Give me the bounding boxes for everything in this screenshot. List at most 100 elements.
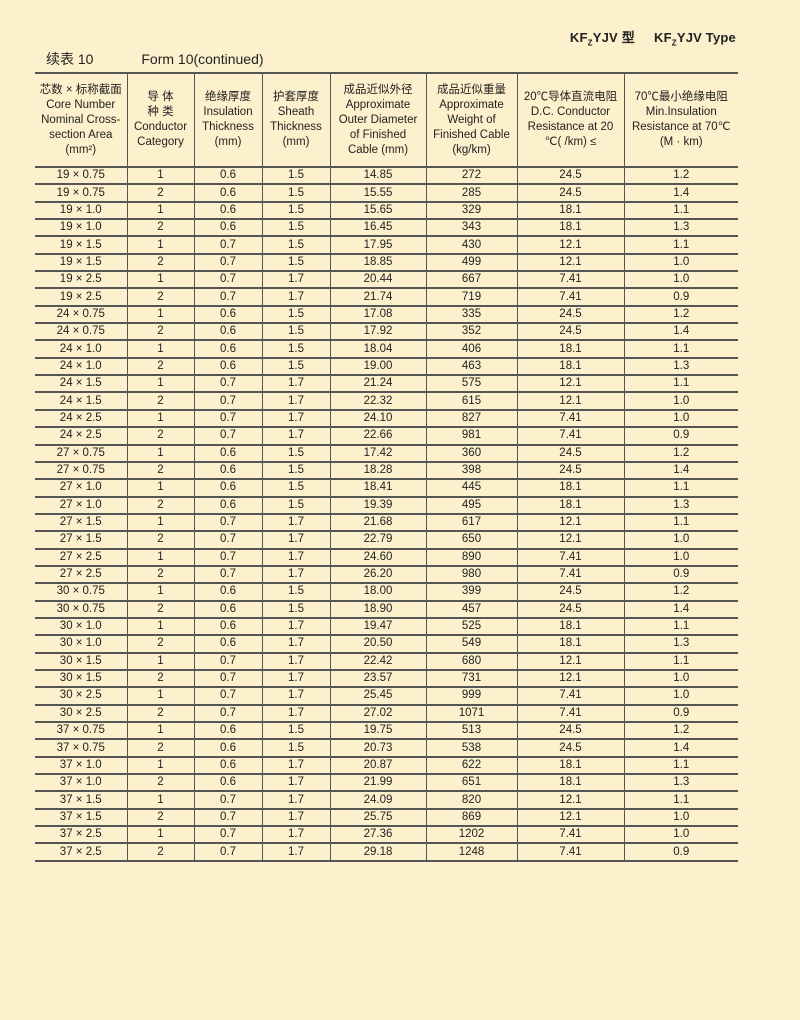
table-cell: 1.7 (261, 843, 330, 861)
table-row: 37 × 0.75 2 0.6 1.5 20.73 538 24.5 1.4 (35, 739, 738, 757)
table-cell: 667 (425, 271, 517, 289)
table-cell: 15.65 (329, 201, 426, 220)
table-cell: 26.20 (329, 565, 426, 584)
table-cell: 1.7 (261, 774, 330, 792)
table-cell: 18.1 (516, 756, 624, 775)
table-cell: 2 (126, 427, 194, 445)
table-cell: 549 (425, 635, 517, 653)
table-cell: 0.6 (193, 357, 262, 376)
table-cell: 2 (126, 288, 194, 306)
table-cell: 1.5 (261, 253, 330, 272)
table-cell: 24.5 (516, 167, 624, 185)
column-header: 成品近似外径 Approximate Outer Diameter of Finish… (329, 73, 426, 167)
table-cell: 0.6 (193, 323, 262, 341)
column-header-line: of Finished (349, 128, 407, 141)
table-cell: 0.6 (193, 479, 262, 497)
table-cell: 17.95 (329, 236, 426, 254)
column-header-line: 成品近似外径 (343, 83, 413, 96)
column-header-line: Finished Cable (433, 128, 510, 141)
table-cell: 651 (425, 774, 517, 792)
table-body: 19 × 0.75 1 0.6 1.5 14.85 272 24.5 1.2 19 × 0.75… (35, 167, 738, 861)
table-row: 24 × 1.0 1 0.6 1.5 18.04 406 18.1 1.1 (35, 340, 738, 358)
column-header: 70℃最小绝缘电阻 Min.Insulation Resistance at 70℃… (623, 73, 738, 167)
table-cell: 272 (425, 167, 517, 185)
table-cell: 17.92 (329, 323, 426, 341)
table-cell: 1.0 (623, 548, 738, 566)
table-cell: 0.7 (193, 808, 262, 827)
column-header-line: 70℃最小绝缘电阻 (634, 91, 728, 103)
table-cell: 0.7 (193, 253, 262, 272)
table-cell: 1.7 (261, 427, 330, 445)
table-cell: 37 × 1.5 (59, 810, 102, 823)
table-cell: 0.9 (623, 565, 738, 584)
table-cell: 22.66 (329, 427, 426, 445)
column-header-line: 护套厚度 (273, 91, 319, 103)
column-header: 护套厚度 Sheath Thickness (mm) (261, 73, 330, 167)
table-cell: 30 × 1.0 (59, 637, 102, 650)
table-cell: 2 (126, 357, 194, 376)
table-cell: 0.7 (193, 375, 262, 393)
table-cell: 30 × 2.5 (59, 689, 102, 702)
table-cell: 1 (126, 236, 194, 254)
table-cell: 37 × 1.5 (59, 793, 102, 806)
table-cell: 18.04 (329, 340, 426, 358)
table-cell: 1.5 (261, 461, 330, 480)
table-cell: 19 × 1.0 (59, 221, 102, 234)
table-cell: 18.28 (329, 461, 426, 480)
table-cell: 1.1 (623, 340, 738, 358)
table-cell: 18.1 (516, 357, 624, 376)
table-cell: 29.18 (329, 843, 426, 861)
table-cell: 2 (126, 739, 194, 757)
table-row: 37 × 1.5 1 0.7 1.7 24.09 820 12.1 1.1 (35, 791, 738, 809)
table-cell: 1.7 (261, 635, 330, 653)
table-cell: 18.1 (516, 774, 624, 792)
table-cell: 1.5 (261, 479, 330, 497)
table-cell: 399 (425, 583, 517, 601)
table-cell: 7.41 (516, 843, 624, 861)
table-cell: 1.7 (261, 565, 330, 584)
table-cell: 2 (126, 219, 194, 237)
table-cell: 1.4 (623, 323, 738, 341)
table-cell: 0.6 (193, 167, 262, 185)
table-cell: 19 × 1.5 (59, 255, 102, 268)
table-cell: 2 (126, 323, 194, 341)
table-cell: 20.87 (329, 756, 426, 775)
table-cell: 0.7 (193, 513, 262, 532)
table-cell: 981 (425, 427, 517, 445)
table-cell: 24.60 (329, 548, 426, 566)
table-cell: 2 (126, 184, 194, 202)
table-cell: 1.7 (261, 669, 330, 688)
table-cell: 1 (126, 617, 194, 636)
table-cell: 869 (425, 808, 517, 827)
table-row: 30 × 0.75 2 0.6 1.5 18.90 457 24.5 1.4 (35, 600, 738, 618)
column-header-line: 种 类 (147, 106, 174, 118)
table-cell: 24.09 (329, 791, 426, 809)
column-header-line: ℃( /km) ≤ (544, 136, 597, 148)
table-cell: 1.5 (261, 184, 330, 202)
table-cell: 0.6 (193, 201, 262, 220)
table-row: 30 × 0.75 1 0.6 1.5 18.00 399 24.5 1.2 (35, 583, 738, 601)
table-cell: 1 (126, 375, 194, 393)
table-cell: 19 × 0.75 (56, 169, 105, 182)
table-cell: 1.1 (623, 791, 738, 809)
table-cell: 24.5 (516, 583, 624, 601)
table-cell: 1.7 (261, 375, 330, 393)
table-cell: 1.5 (261, 444, 330, 462)
table-cell: 2 (126, 704, 194, 722)
table-cell: 25.75 (329, 808, 426, 827)
table-row: 37 × 2.5 1 0.7 1.7 27.36 1202 7.41 1.0 (35, 826, 738, 844)
table-row: 37 × 0.75 1 0.6 1.5 19.75 513 24.5 1.2 (35, 722, 738, 740)
column-header-line: (mm) (282, 136, 310, 148)
table-cell: 0.6 (193, 722, 262, 740)
table-cell: 1 (126, 687, 194, 705)
table-cell: 25.45 (329, 687, 426, 705)
table-cell: 0.7 (193, 531, 262, 549)
table-row: 27 × 1.0 2 0.6 1.5 19.39 495 18.1 1.3 (35, 496, 738, 514)
column-header-line: Cable (mm) (347, 143, 409, 156)
column-header-line: Approximate (345, 98, 411, 111)
table-cell: 2 (126, 635, 194, 653)
table-cell: 24 × 1.0 (59, 342, 102, 355)
table-cell: 0.6 (193, 340, 262, 358)
table-cell: 1 (126, 826, 194, 844)
column-header-line: Resistance at 70℃ (631, 121, 731, 133)
